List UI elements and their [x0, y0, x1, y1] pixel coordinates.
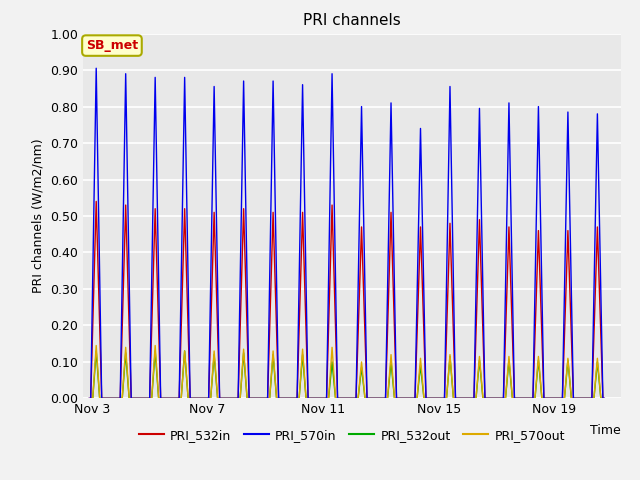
Title: PRI channels: PRI channels: [303, 13, 401, 28]
Text: SB_met: SB_met: [86, 39, 138, 52]
Text: Time: Time: [590, 424, 621, 437]
Y-axis label: PRI channels (W/m2/nm): PRI channels (W/m2/nm): [32, 139, 45, 293]
Legend: PRI_532in, PRI_570in, PRI_532out, PRI_570out: PRI_532in, PRI_570in, PRI_532out, PRI_57…: [134, 424, 570, 447]
